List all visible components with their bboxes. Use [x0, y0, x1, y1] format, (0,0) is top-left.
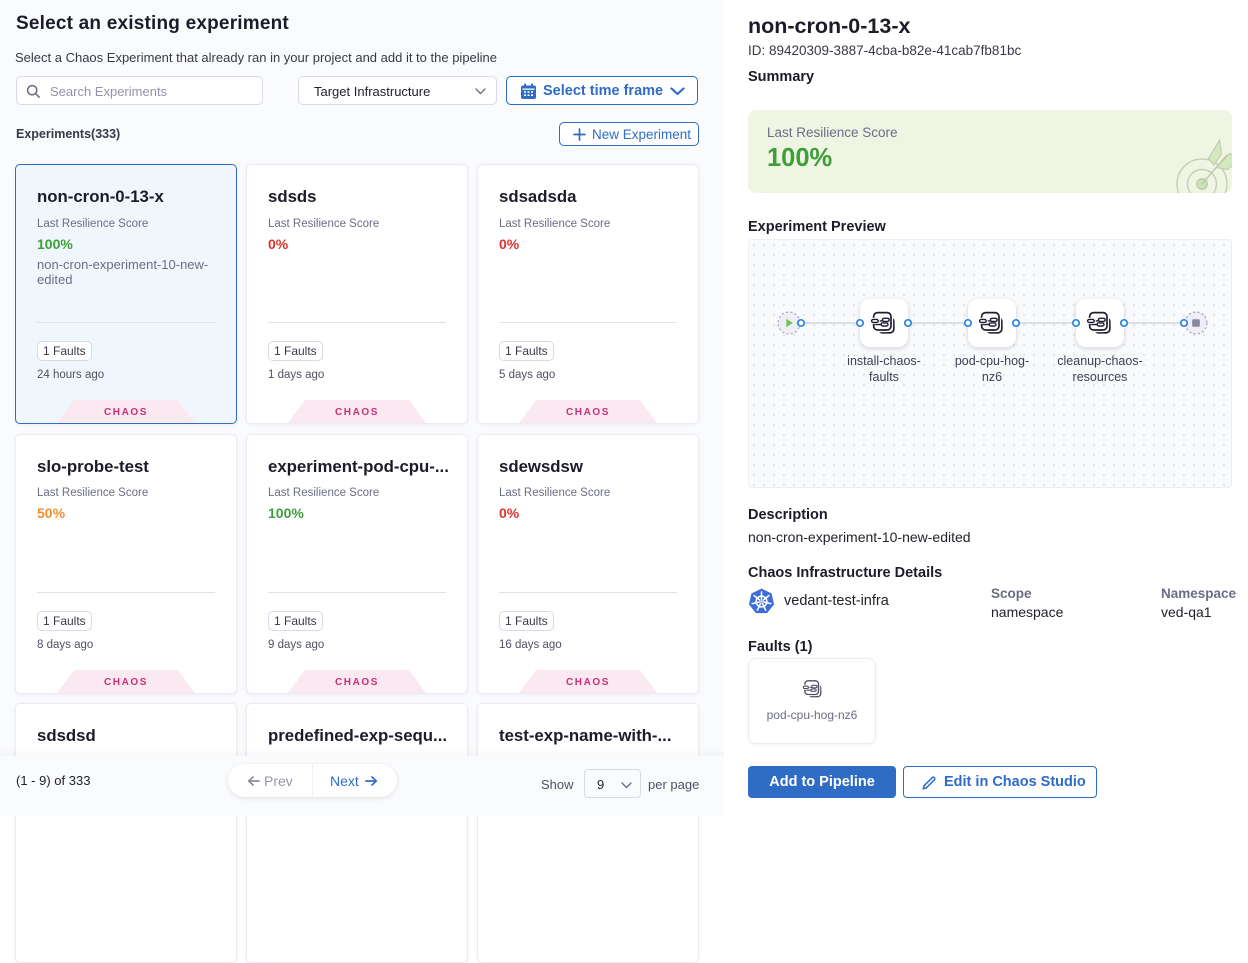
svg-text:install-chaos-: install-chaos-	[847, 354, 921, 368]
svg-text:resources: resources	[1073, 370, 1128, 384]
svg-text:nz6: nz6	[982, 370, 1002, 384]
svg-text:pod-cpu-hog-: pod-cpu-hog-	[955, 354, 1029, 368]
svg-text:cleanup-chaos-: cleanup-chaos-	[1057, 354, 1142, 368]
svg-text:faults: faults	[869, 370, 899, 384]
